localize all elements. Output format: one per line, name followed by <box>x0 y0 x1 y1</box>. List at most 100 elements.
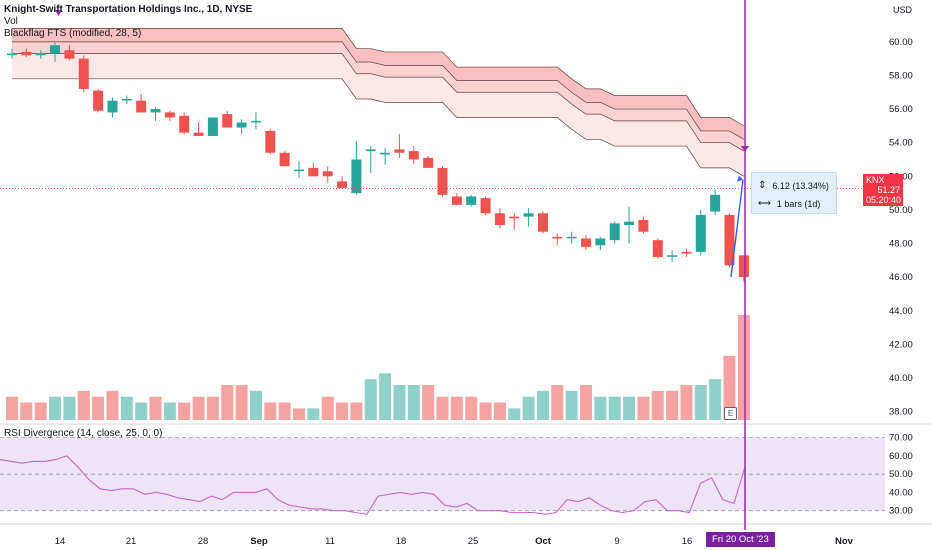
marker-arrow-top <box>55 10 62 16</box>
candle-body <box>423 157 434 168</box>
volume-bar <box>192 396 205 420</box>
volume-bar <box>278 402 291 420</box>
rsi-legend[interactable]: RSI Divergence (14, close, 25, 0, 0) <box>4 428 163 439</box>
candle-body <box>50 45 61 54</box>
volume-legend[interactable]: Vol <box>4 16 18 27</box>
volume-bar <box>149 396 162 420</box>
rsi-tick-label: 40.00 <box>889 487 913 498</box>
candle-body <box>236 122 247 128</box>
volume-bar <box>321 396 334 420</box>
time-tick-label: 11 <box>325 536 335 547</box>
candle-body <box>581 238 591 247</box>
volume-bar <box>135 402 148 420</box>
rsi-line <box>0 455 746 515</box>
price-tag-price: 51.27 <box>877 185 900 195</box>
candle-body <box>437 167 448 195</box>
volume-bar <box>651 390 664 420</box>
candle-body <box>451 196 462 205</box>
candle-body <box>265 130 276 153</box>
candle-body <box>107 100 118 113</box>
volume-bar <box>206 396 219 420</box>
candle-body <box>695 214 706 252</box>
volume-bar <box>465 396 478 420</box>
candle-body <box>64 50 75 59</box>
measure-change: 6.12 (13.34%) <box>772 180 829 191</box>
candle-body <box>294 169 304 172</box>
volume-bar <box>608 396 621 420</box>
price-tick-label: 40.00 <box>889 373 913 384</box>
candle-body <box>222 114 233 128</box>
time-tick-label: 16 <box>682 536 693 547</box>
volume-bar <box>694 385 707 420</box>
candle-body <box>164 112 175 118</box>
candlesticks[interactable] <box>7 41 749 283</box>
volume-bar <box>92 396 105 420</box>
earnings-event-icon[interactable]: E <box>724 407 737 420</box>
candle-body <box>179 115 190 133</box>
volume-bar <box>479 402 492 420</box>
rsi-line-path <box>0 455 746 515</box>
crosshair-date-label: Fri 20 Oct '23 <box>706 532 775 547</box>
volume-bar <box>49 396 62 420</box>
volume-bar <box>393 385 406 420</box>
time-axis[interactable]: 14 21 28 Sep 11 18 25 Oct 9 16 Nov <box>55 536 854 547</box>
volume-bar <box>508 408 521 420</box>
candle-body <box>380 152 391 155</box>
volume-bar <box>407 385 420 420</box>
candle-body <box>494 213 505 226</box>
rsi-tick-label: 70.00 <box>889 433 913 444</box>
currency-label: USD <box>893 5 913 15</box>
candle-body <box>523 213 534 217</box>
candle-body <box>365 149 376 152</box>
time-tick-label: Oct <box>535 536 552 547</box>
candle-body <box>308 167 319 177</box>
candle-body <box>638 220 649 232</box>
rsi-tick-label: 60.00 <box>889 451 913 462</box>
measure-bars: 1 bars (1d) <box>776 198 821 209</box>
price-tag-countdown: 05:20:40 <box>866 195 902 205</box>
price-tick-label: 58.00 <box>889 70 913 81</box>
candle-body <box>322 171 333 177</box>
measure-tooltip: ⇕ 6.12 (13.34%) ⟷ 1 bars (1d) <box>751 172 837 214</box>
fts-band-line <box>12 41 745 140</box>
volume-bar <box>493 402 506 420</box>
measure-arrow <box>730 179 744 278</box>
candle-body <box>121 98 132 101</box>
volume-bar <box>106 390 119 420</box>
chart-overlay <box>0 0 885 530</box>
candle-body <box>724 214 735 266</box>
candle-body <box>566 236 577 239</box>
candle-body <box>466 196 477 205</box>
time-tick-label: 18 <box>396 536 407 547</box>
time-tick-label: 14 <box>55 536 66 547</box>
price-axis[interactable]: USD60.0058.0056.0054.0052.0050.0048.0046… <box>889 5 913 418</box>
rsi-axis[interactable]: 70.00 60.00 50.00 40.00 30.00 <box>889 433 913 517</box>
volume-bar <box>163 402 176 420</box>
candle-body <box>480 198 491 214</box>
volume-bar <box>34 402 47 420</box>
candle-body <box>93 90 104 111</box>
time-tick-label: Nov <box>835 536 854 547</box>
volume-bar <box>120 396 133 420</box>
measure-arrow-head <box>737 175 743 182</box>
candle-body <box>337 181 348 189</box>
price-tick-label: 46.00 <box>889 272 913 283</box>
price-tick-label: 44.00 <box>889 306 913 317</box>
volume-bar <box>379 373 392 420</box>
candle-body <box>35 53 46 56</box>
candle-body <box>624 221 635 226</box>
volume-bar <box>565 390 578 420</box>
height-icon: ⇕ <box>758 180 767 191</box>
candle-body <box>136 100 147 113</box>
time-tick-label: 28 <box>198 536 209 547</box>
volume-bar <box>709 379 722 420</box>
fts-band-line <box>12 28 745 127</box>
candle-body <box>78 58 89 89</box>
candle-body <box>193 132 204 136</box>
time-tick-label: 25 <box>468 536 479 547</box>
indicator-legend[interactable]: Blackflag FTS (modified, 28, 5) <box>4 28 142 39</box>
volume-bar <box>594 396 607 420</box>
symbol-title[interactable]: Knight-Swift Transportation Holdings Inc… <box>4 4 253 15</box>
candle-body <box>250 120 261 123</box>
